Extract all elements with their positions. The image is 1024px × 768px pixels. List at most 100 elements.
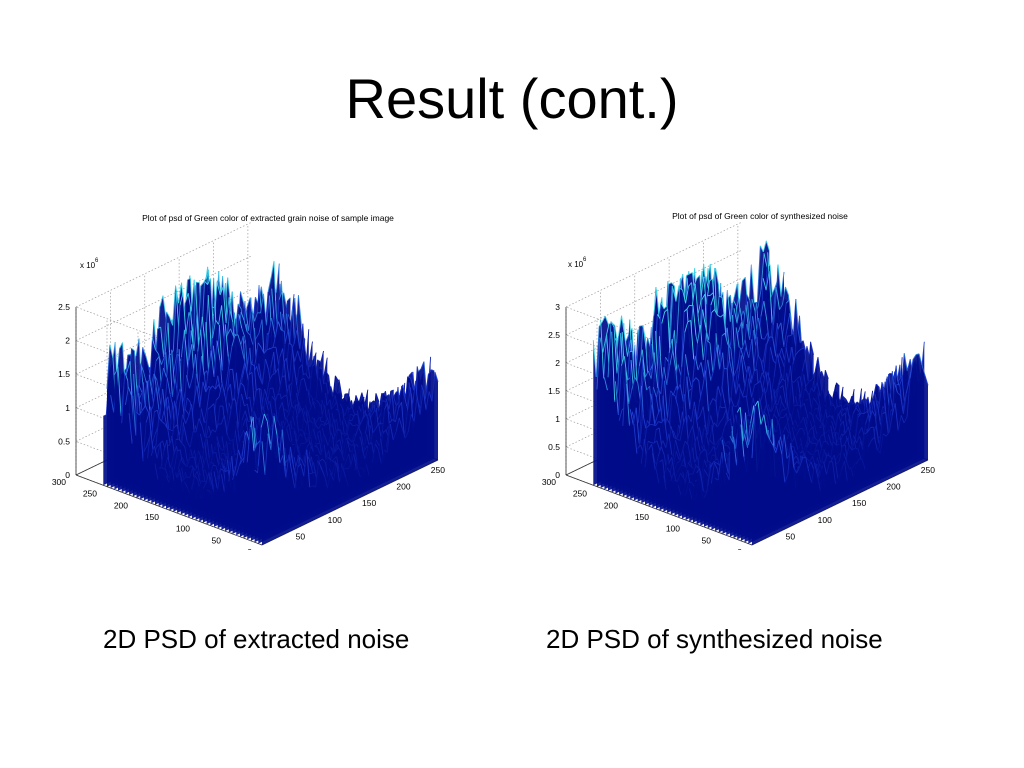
surface-segment: [690, 401, 695, 422]
surface-segment: [699, 471, 704, 492]
surface-segment: [171, 349, 176, 389]
surface-segment: [177, 449, 181, 452]
surface-segment: [234, 430, 239, 454]
surface-segment: [126, 361, 131, 372]
surface-segment: [784, 406, 789, 411]
surface-segment: [215, 465, 220, 476]
surface-segment: [357, 467, 361, 478]
surface-segment: [287, 405, 292, 415]
surface-segment: [595, 326, 600, 377]
surface-segment: [172, 472, 177, 491]
surface-segment: [654, 455, 659, 471]
surface-segment: [280, 395, 285, 400]
surface-segment: [626, 383, 630, 427]
surface-segment: [694, 355, 699, 371]
surface-segment: [209, 465, 214, 477]
surface-segment: [656, 440, 661, 451]
surface-segment: [682, 290, 687, 304]
surface-segment: [355, 426, 359, 437]
surface-segment: [744, 365, 749, 388]
surface-segment: [684, 321, 689, 333]
surface-segment: [231, 335, 236, 347]
grid-line: [565, 277, 743, 364]
surface-segment: [788, 299, 793, 329]
surface-segment: [342, 438, 347, 456]
surface-segment: [198, 418, 203, 426]
surface-segment: [320, 447, 324, 455]
surface-segment: [672, 288, 677, 302]
surface-segment: [272, 387, 277, 402]
surface-segment: [312, 363, 316, 367]
surface-segment: [179, 292, 184, 306]
surface-segment: [640, 439, 645, 464]
surface-segment: [814, 437, 818, 441]
surface-segment: [748, 339, 753, 358]
surface-segment: [789, 413, 794, 426]
surface-segment: [334, 447, 339, 452]
surface-segment: [618, 409, 623, 421]
surface-segment: [301, 429, 306, 435]
y-tick-label: 50: [212, 535, 222, 545]
surface-segment: [592, 340, 597, 378]
surface-segment: [801, 357, 806, 372]
surface-segment: [197, 329, 202, 352]
surface-segment: [764, 332, 768, 340]
surface-segment: [295, 457, 300, 467]
surface-segment: [331, 460, 336, 476]
surface-segment: [666, 365, 671, 385]
surface-segment: [124, 387, 129, 405]
surface-segment: [842, 395, 847, 400]
surface-segment: [168, 437, 173, 446]
surface-segment: [237, 303, 242, 310]
z-exponent-label: 6: [95, 258, 99, 264]
surface-segment: [802, 340, 807, 354]
surface-segment: [715, 439, 720, 446]
surface-segment: [785, 426, 789, 434]
surface-segment: [344, 467, 348, 470]
surface-segment: [712, 398, 717, 402]
surface-segment: [186, 440, 191, 448]
surface-segment: [320, 433, 325, 448]
surface-segment: [804, 405, 809, 419]
surface-segment: [422, 389, 427, 410]
surface-segment: [205, 385, 210, 393]
surface-segment: [819, 441, 824, 454]
surface-segment: [672, 349, 677, 371]
surface-segment: [327, 473, 332, 488]
surface-segment: [238, 393, 242, 428]
surface-segment: [296, 329, 301, 350]
surface-segment: [306, 449, 311, 488]
surface-segment: [269, 387, 273, 390]
surface-segment: [846, 402, 851, 407]
surface-segment: [780, 401, 785, 408]
surface-segment: [746, 323, 751, 340]
surface-segment: [805, 457, 810, 462]
surface-segment: [412, 380, 417, 404]
surface-segment: [677, 466, 681, 472]
surface-segment: [705, 432, 710, 448]
surface-segment: [857, 404, 861, 412]
surface-segment: [284, 408, 288, 413]
surface-segment: [719, 417, 724, 423]
surface-segment: [309, 359, 314, 367]
surface-segment: [113, 369, 118, 376]
surface-segment: [809, 441, 814, 445]
surface-segment: [295, 441, 300, 451]
x-tick-label: 250: [431, 465, 445, 475]
surface-segment: [235, 449, 239, 471]
surface-segment: [838, 433, 843, 440]
surface-segment: [243, 320, 248, 332]
surface-segment: [607, 321, 612, 378]
surface-segment: [291, 472, 296, 489]
surface-segment: [344, 432, 348, 437]
z-tick-label: 1.5: [58, 369, 70, 379]
surface-segment: [425, 391, 430, 410]
surface-segment: [746, 294, 751, 301]
surface-segment: [145, 355, 150, 367]
surface-segment: [146, 380, 151, 414]
surface-segment: [308, 366, 313, 396]
x-tick-label: 100: [328, 515, 342, 525]
surface-segment: [155, 349, 159, 355]
surface-segment: [191, 456, 195, 458]
surface-segment: [285, 384, 290, 398]
